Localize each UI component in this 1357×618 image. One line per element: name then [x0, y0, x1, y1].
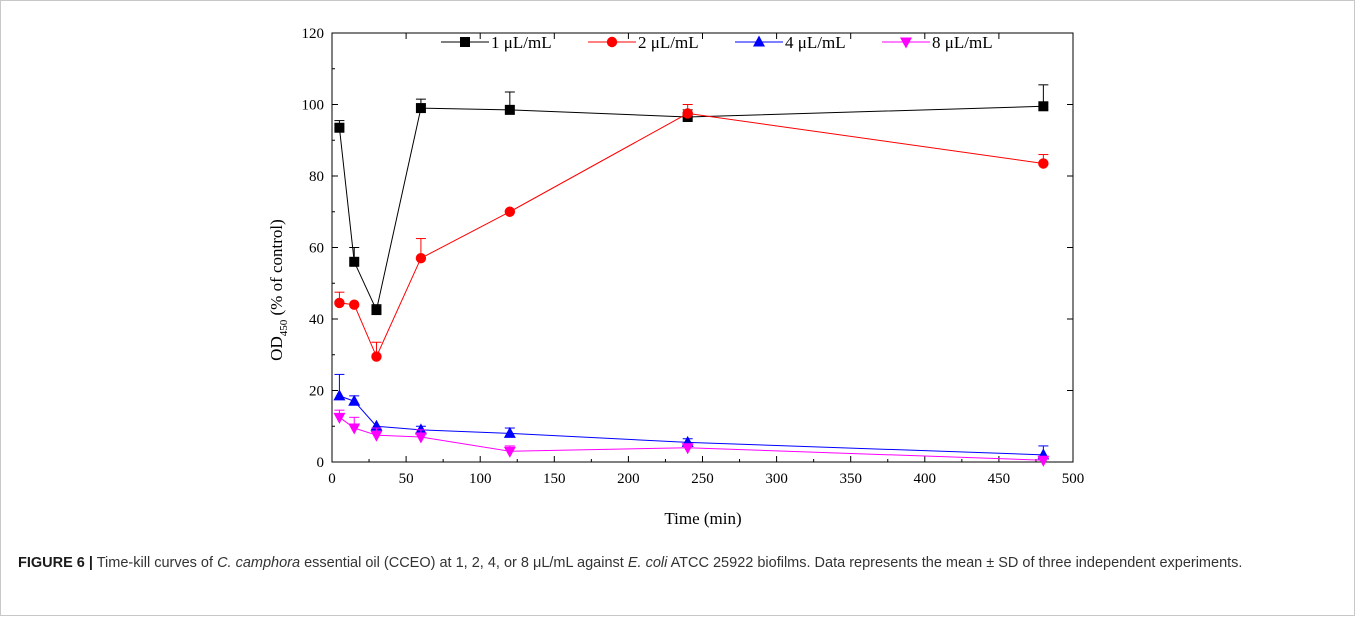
legend-label: 2 μL/mL: [638, 33, 699, 52]
legend-label: 1 μL/mL: [491, 33, 552, 52]
data-point: [681, 443, 694, 455]
y-tick-label: 60: [309, 241, 324, 257]
y-tick-label: 80: [309, 169, 324, 185]
x-tick-label: 400: [914, 471, 937, 487]
caption-text-1: Time-kill curves of: [92, 555, 218, 571]
y-tick-label: 40: [309, 312, 324, 328]
plot-frame: [331, 32, 1074, 463]
y-tick-label: 100: [302, 98, 325, 114]
caption-text-3: ATCC 25922 biofilms. Data represents the…: [667, 555, 1243, 571]
data-point: [415, 103, 426, 114]
data-point: [1038, 101, 1049, 112]
y-tick-label: 20: [309, 384, 324, 400]
series-line: [339, 112, 1044, 358]
series-1: [334, 84, 1049, 316]
x-tick-label: 300: [765, 471, 788, 487]
legend-label: 4 μL/mL: [785, 33, 846, 52]
y-axis-label: OD450 (% of control): [267, 219, 290, 361]
x-tick-label: 200: [617, 471, 640, 487]
data-point: [504, 206, 516, 217]
data-point: [348, 394, 361, 406]
caption-italic-2: E. coli: [627, 555, 668, 571]
y-axis-label-rest: (% of control): [267, 219, 286, 320]
x-tick-label: 50: [399, 471, 414, 487]
legend-marker: [460, 37, 470, 47]
y-axis-label-main: OD: [267, 336, 286, 361]
data-point: [333, 389, 346, 401]
data-point: [349, 256, 360, 267]
legend-label: 8 μL/mL: [932, 33, 993, 52]
series-line: [338, 105, 1044, 312]
x-tick-label: 500: [1062, 471, 1085, 487]
data-point: [1037, 455, 1050, 467]
x-tick-label: 0: [328, 471, 336, 487]
data-point: [371, 351, 382, 362]
legend-marker: [900, 37, 912, 49]
time-kill-chart: 0 50 100 150 200 250 300 350 400 450 500 0 20 40 60 80 1…: [267, 26, 1085, 528]
data-point: [503, 446, 516, 458]
data-point: [1038, 158, 1049, 169]
caption-text-2: essential oil (CCEO) at 1, 2, 4, or 8 μL…: [300, 555, 628, 571]
data-point: [349, 299, 360, 310]
y-tick-label: 120: [302, 26, 325, 42]
caption-italic-1: C. camphora: [217, 555, 301, 571]
legend-item-2: 2 μL/mL: [588, 33, 699, 52]
data-point: [415, 253, 427, 264]
legend-item-1: 1 μL/mL: [441, 33, 552, 52]
chart-legend: 1 μL/mL 2 μL/mL 4 μL/mL 8 μL/mL: [441, 33, 993, 52]
x-axis-label: Time (min): [664, 509, 741, 528]
legend-item-3: 4 μL/mL: [735, 33, 846, 52]
data-point: [414, 432, 427, 444]
chart-series: [333, 84, 1050, 467]
figure-caption: FIGURE 6 | Time-kill curves of C. campho…: [18, 552, 1338, 574]
x-tick-label: 100: [469, 471, 492, 487]
data-point: [370, 430, 383, 442]
series-2: [334, 104, 1049, 362]
legend-marker: [753, 35, 765, 47]
legend-marker: [606, 36, 618, 48]
caption-label: FIGURE 6 |: [18, 555, 93, 571]
data-point: [371, 305, 382, 316]
legend-item-4: 8 μL/mL: [882, 33, 993, 52]
x-tick-label: 350: [839, 471, 862, 487]
x-tick-label: 150: [543, 471, 566, 487]
series-4: [333, 409, 1050, 467]
data-point: [348, 423, 361, 435]
data-point: [334, 297, 345, 309]
data-point: [504, 104, 515, 115]
data-point: [682, 108, 693, 119]
y-tick-label: 0: [317, 455, 325, 471]
x-tick-label: 250: [691, 471, 714, 487]
y-axis-label-subscript: 450: [278, 319, 290, 336]
chart-axes: 0 50 100 150 200 250 300 350 400 450 500 0 20 40 60 80 1…: [302, 26, 1085, 487]
x-tick-label: 450: [988, 471, 1011, 487]
data-point: [414, 423, 427, 435]
data-point: [333, 412, 346, 424]
data-point: [334, 122, 345, 133]
data-point: [503, 426, 516, 438]
